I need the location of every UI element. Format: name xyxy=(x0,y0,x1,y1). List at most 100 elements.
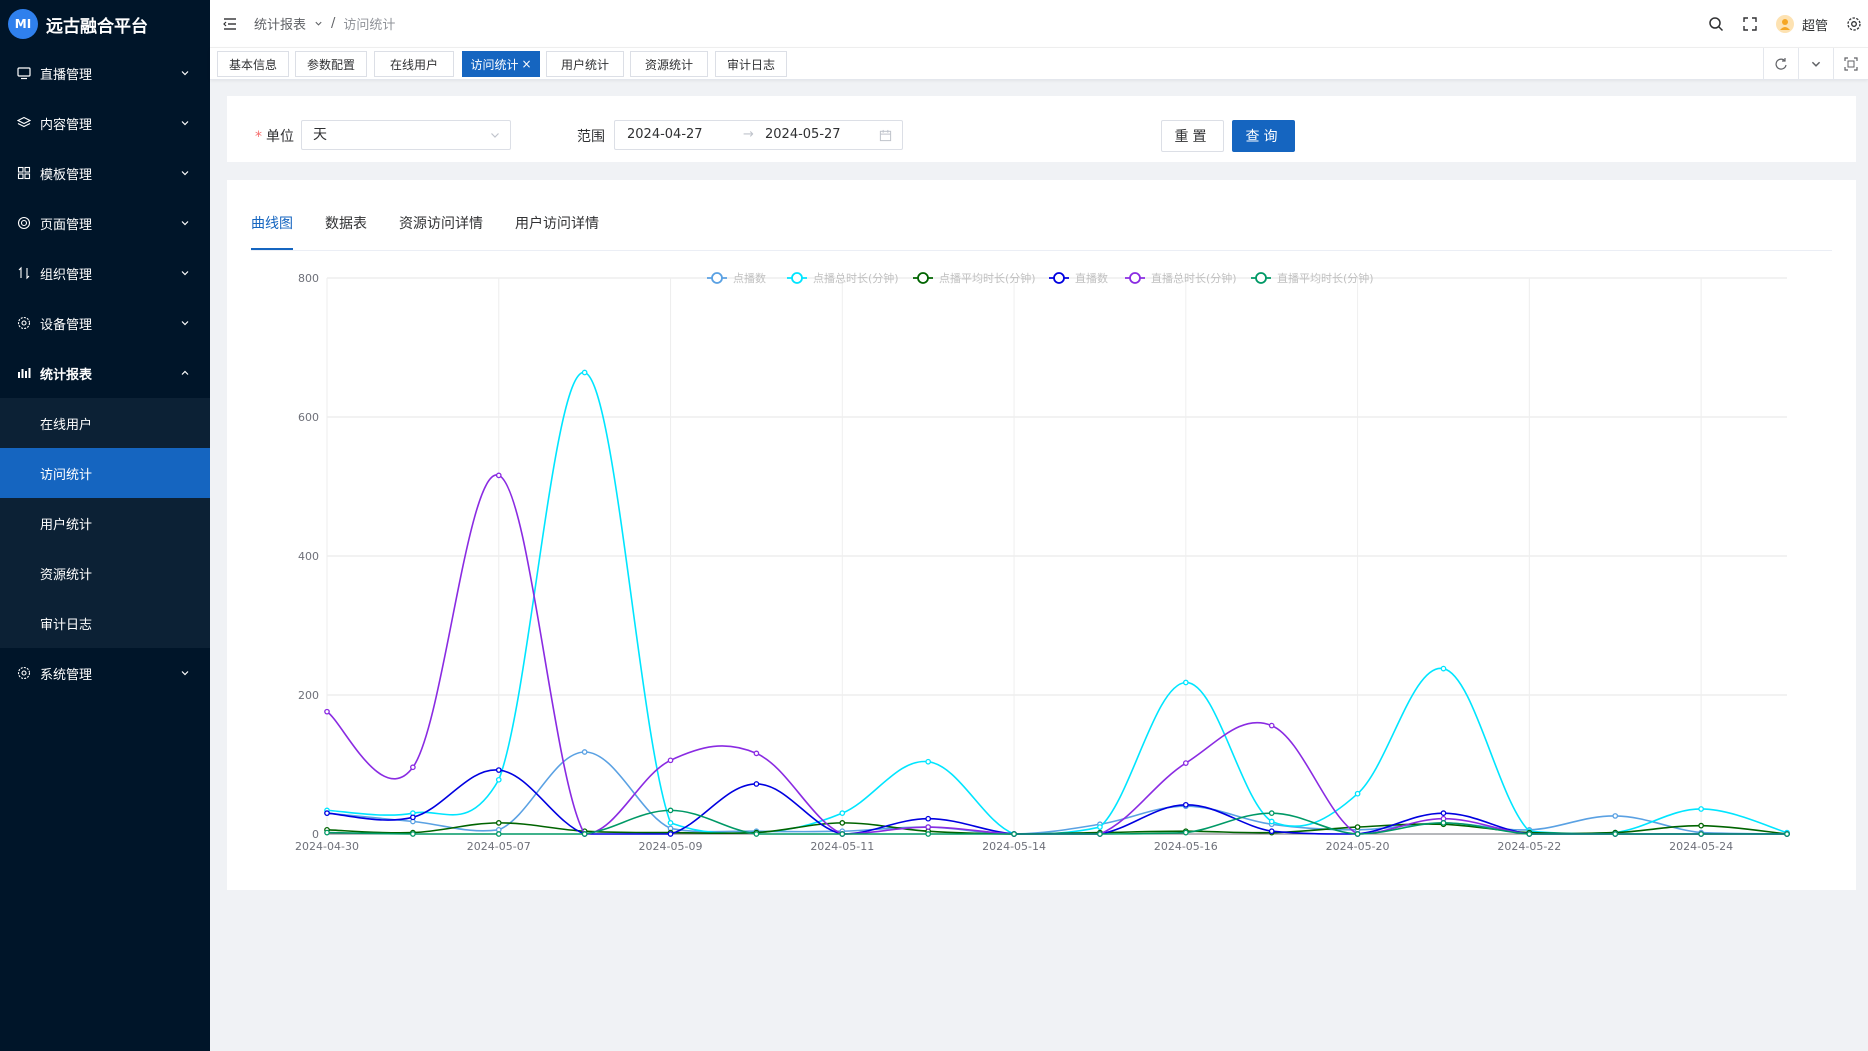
legend-marker xyxy=(1053,272,1065,284)
data-point xyxy=(1698,806,1704,812)
swap-icon xyxy=(16,265,32,281)
data-point xyxy=(1698,822,1704,829)
maximize-icon[interactable] xyxy=(1833,48,1868,80)
tab-online-users[interactable]: 在线用户 xyxy=(374,51,454,77)
sidebar: MI 远古融合平台 直播管理 内容管理 模板管理 页面管理 组织管理 xyxy=(0,0,210,1051)
range-separator: → xyxy=(743,127,754,142)
tab-resource-access-detail[interactable]: 资源访问详情 xyxy=(399,216,483,232)
chevron-down-icon xyxy=(491,133,499,138)
sidebar-item-template[interactable]: 模板管理 xyxy=(0,148,210,198)
user-menu[interactable]: 超管 xyxy=(1775,15,1828,34)
gear-icon[interactable] xyxy=(1846,16,1862,32)
sidebar-item-label: 内容管理 xyxy=(40,117,93,133)
date-range-picker[interactable]: 2024-04-27 → 2024-05-27 xyxy=(614,120,903,150)
sidebar-sub-online-users[interactable]: 在线用户 xyxy=(0,398,210,448)
search-icon[interactable] xyxy=(1708,16,1724,32)
data-point xyxy=(925,831,932,837)
tab-label: 参数配置 xyxy=(306,57,355,72)
sidebar-item-page[interactable]: 页面管理 xyxy=(0,198,210,248)
sidebar-item-label: 设备管理 xyxy=(40,317,93,333)
data-point xyxy=(581,369,588,376)
sidebar-item-system[interactable]: 系统管理 xyxy=(0,648,210,698)
range-end-input[interactable]: 2024-05-27 xyxy=(765,127,841,142)
x-tick-label: 2024-05-20 xyxy=(1326,840,1390,853)
refresh-icon[interactable] xyxy=(1763,48,1798,80)
tab-close-icon[interactable]: × xyxy=(521,57,532,71)
chevron-down-icon xyxy=(181,221,189,226)
tab-user-access-detail[interactable]: 用户访问详情 xyxy=(515,216,599,232)
data-point xyxy=(1182,801,1189,808)
sidebar-sub-access-stats[interactable]: 访问统计 xyxy=(0,448,210,498)
data-point xyxy=(1182,829,1189,836)
data-point xyxy=(1440,665,1447,672)
reset-button[interactable]: 重置 xyxy=(1161,120,1224,152)
monitor-icon xyxy=(16,65,32,81)
sidebar-item-org[interactable]: 组织管理 xyxy=(0,248,210,298)
page-tabs-bar: 基本信息 参数配置 在线用户 访问统计 × 用户统计 资源统计 审计日志 xyxy=(210,48,1868,80)
data-point xyxy=(495,776,502,783)
unit-select[interactable]: 天 xyxy=(301,120,511,150)
chevron-down-icon[interactable] xyxy=(1798,48,1833,80)
sidebar-item-stats[interactable]: 统计报表 xyxy=(0,348,210,398)
legend-label: 点播总时长(分钟) xyxy=(813,271,899,285)
breadcrumb-parent[interactable]: 统计报表 xyxy=(254,18,307,33)
chevron-up-icon xyxy=(181,370,189,375)
tab-param-config[interactable]: 参数配置 xyxy=(295,51,367,77)
tab-access-stats[interactable]: 访问统计 × xyxy=(462,51,540,77)
data-point xyxy=(1268,722,1275,729)
query-button[interactable]: 查询 xyxy=(1232,120,1295,152)
sidebar-sub-resource-stats[interactable]: 资源统计 xyxy=(0,548,210,598)
data-point xyxy=(1612,813,1619,819)
sidebar-sub-user-stats[interactable]: 用户统计 xyxy=(0,498,210,548)
chart-card: 曲线图 数据表 资源访问详情 用户访问详情 0 200 400 600 800 2024-… xyxy=(227,180,1856,890)
range-start-input[interactable]: 2024-04-27 xyxy=(627,127,703,142)
tab-label: 用户统计 xyxy=(560,57,609,72)
layers-icon xyxy=(16,115,32,131)
tab-basic-info[interactable]: 基本信息 xyxy=(217,51,289,77)
tab-resource-stats[interactable]: 资源统计 xyxy=(630,51,708,77)
chevron-down-icon xyxy=(181,171,189,176)
tab-line-chart[interactable]: 曲线图 xyxy=(251,214,293,250)
legend-label: 点播数 xyxy=(733,271,766,285)
data-point xyxy=(324,829,330,836)
tabs-divider xyxy=(251,250,1832,251)
y-tick-label: 0 xyxy=(312,828,319,841)
sidebar-item-device[interactable]: 设备管理 xyxy=(0,298,210,348)
avatar xyxy=(1775,15,1794,33)
sidebar-item-label: 模板管理 xyxy=(40,167,93,183)
data-point xyxy=(667,820,674,826)
tab-user-stats[interactable]: 用户统计 xyxy=(546,51,624,77)
tab-audit-log[interactable]: 审计日志 xyxy=(715,51,787,77)
tab-data-table[interactable]: 数据表 xyxy=(325,216,367,232)
data-point xyxy=(925,815,932,822)
data-point xyxy=(1268,828,1275,835)
y-tick-label: 600 xyxy=(298,411,319,424)
sidebar-item-label: 系统管理 xyxy=(40,667,93,683)
tab-label: 基本信息 xyxy=(228,57,277,72)
y-tick-label: 200 xyxy=(298,689,319,702)
fullscreen-icon[interactable] xyxy=(1742,16,1758,32)
data-point xyxy=(495,767,502,773)
legend-label: 直播数 xyxy=(1075,271,1108,285)
data-point xyxy=(1354,831,1361,837)
data-point xyxy=(410,814,416,821)
sidebar-item-label: 统计报表 xyxy=(40,367,93,383)
sidebar-item-content[interactable]: 内容管理 xyxy=(0,98,210,148)
chevron-down-icon xyxy=(181,121,189,126)
logo[interactable]: MI 远古融合平台 xyxy=(0,0,210,48)
data-point xyxy=(1182,679,1189,686)
unit-label: * 单位 xyxy=(255,126,294,146)
x-tick-label: 2024-05-11 xyxy=(810,840,874,853)
bar-chart-icon xyxy=(16,365,32,381)
data-point xyxy=(324,708,330,715)
data-point xyxy=(1268,818,1275,825)
gear-icon xyxy=(16,665,32,681)
sidebar-item-label: 组织管理 xyxy=(40,267,93,283)
sidebar-item-live[interactable]: 直播管理 xyxy=(0,48,210,98)
chart-tabs: 曲线图 数据表 资源访问详情 用户访问详情 xyxy=(251,214,631,250)
data-point xyxy=(1784,831,1790,837)
series-line xyxy=(326,769,1787,835)
sidebar-sub-audit-log[interactable]: 审计日志 xyxy=(0,598,210,648)
menu-fold-icon[interactable] xyxy=(222,16,238,32)
data-point xyxy=(324,810,330,817)
